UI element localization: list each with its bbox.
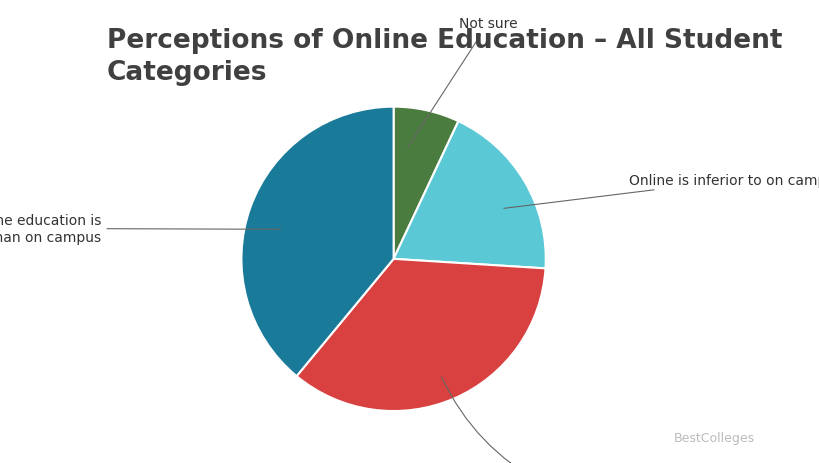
Wedge shape — [241, 107, 393, 376]
Text: Online is inferior to on campus: Online is inferior to on campus — [504, 173, 819, 209]
Text: Online is equal to on campus: Online is equal to on campus — [441, 377, 667, 463]
Wedge shape — [393, 107, 458, 259]
Wedge shape — [296, 259, 545, 411]
Text: Online education is
better than on campus: Online education is better than on campu… — [0, 214, 280, 244]
Text: Not sure: Not sure — [407, 17, 517, 148]
Text: BestColleges: BestColleges — [672, 432, 753, 444]
Text: Perceptions of Online Education – All Student
Categories: Perceptions of Online Education – All St… — [106, 28, 781, 86]
Wedge shape — [393, 122, 545, 269]
